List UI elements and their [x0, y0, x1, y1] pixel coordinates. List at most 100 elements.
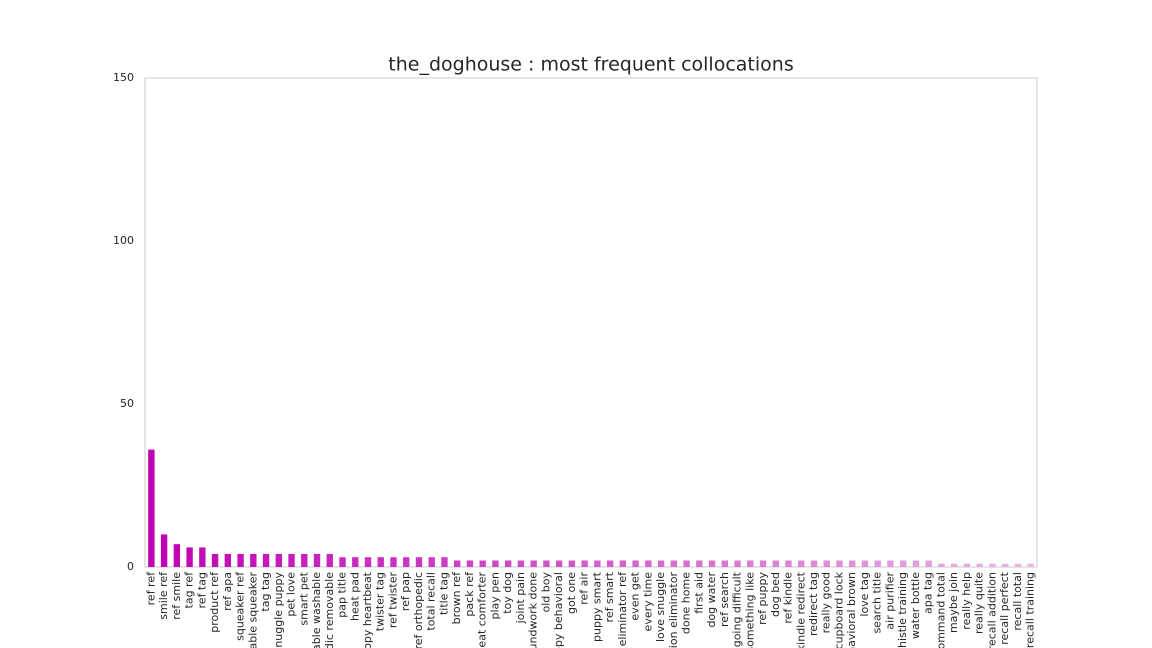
- x-tick-label: ref smart: [603, 571, 616, 622]
- bar: [772, 560, 779, 567]
- bar: [415, 557, 423, 567]
- bar: [989, 563, 996, 567]
- bar: [301, 553, 308, 567]
- x-tick-label: twister tag: [374, 572, 387, 631]
- bar: [1027, 563, 1034, 567]
- bar: [160, 534, 168, 567]
- x-tick-label: cupboard lock: [832, 571, 845, 648]
- x-tick-label: pet love: [285, 572, 298, 617]
- bar: [186, 547, 193, 567]
- x-tick-label: even get: [629, 571, 642, 620]
- bar: [874, 560, 881, 567]
- x-tick-label: recall training: [1024, 572, 1037, 648]
- x-tick-label: ref air: [578, 572, 591, 605]
- bar: [849, 560, 856, 567]
- bar: [352, 557, 359, 567]
- y-tick-label: 50: [120, 397, 134, 410]
- x-tick-label: toy dog: [501, 572, 514, 614]
- x-tick-label: going difficult: [731, 571, 744, 647]
- x-tick-label: beat comforter: [476, 572, 489, 648]
- bar: [1014, 563, 1022, 567]
- x-tick-label: command total: [934, 572, 947, 648]
- x-tick-label: kindle redirect: [794, 571, 807, 648]
- bar: [670, 560, 678, 567]
- bar: [428, 557, 435, 567]
- bar: [199, 547, 206, 567]
- x-tick-label: title tag: [437, 572, 450, 615]
- bar: [148, 449, 155, 567]
- bar: [288, 553, 295, 567]
- bar: [823, 560, 830, 567]
- bar: [976, 563, 983, 567]
- x-tick-label: snuggle puppy: [272, 572, 285, 648]
- x-tick-label: uppy heartbeat: [361, 571, 374, 648]
- bar: [504, 560, 512, 567]
- bar: [734, 560, 741, 567]
- bar: [938, 563, 945, 567]
- bar: [721, 560, 728, 567]
- bar: [912, 560, 920, 567]
- x-tick-label: tag ref: [183, 571, 196, 609]
- bar: [759, 560, 767, 567]
- bar: [606, 560, 614, 567]
- x-tick-label: able washable: [310, 572, 323, 648]
- bar: [594, 560, 601, 567]
- x-tick-label: water bottle: [909, 572, 922, 639]
- bar: [377, 557, 384, 567]
- bar: [364, 557, 372, 567]
- x-tick-label: dog water: [705, 572, 718, 628]
- bar: [810, 560, 818, 567]
- bar: [224, 553, 232, 567]
- x-tick-label: dic removable: [323, 572, 336, 648]
- bar: [555, 560, 563, 567]
- x-tick-label: puppy smart: [590, 571, 603, 642]
- bar: [950, 563, 958, 567]
- x-tick-label: ref apa: [221, 572, 234, 611]
- bar: [581, 560, 588, 567]
- bar: [466, 560, 474, 567]
- x-tick-label: squeaker ref: [234, 571, 247, 641]
- bar: [313, 553, 321, 567]
- bar: [798, 560, 805, 567]
- bar: [836, 560, 843, 567]
- x-tick-label: done home: [680, 572, 693, 634]
- y-tick-label: 100: [113, 234, 134, 247]
- x-tick-label: apa tag: [922, 572, 935, 614]
- x-tick-label: ref kindle: [782, 572, 795, 624]
- x-tick-label: recall perfect: [998, 571, 1011, 644]
- y-tick-label: 150: [113, 71, 134, 84]
- x-tick-label: eliminator ref: [616, 571, 629, 646]
- bar: [657, 560, 665, 567]
- bar: [339, 557, 346, 567]
- x-tick-label: ref twister: [386, 572, 399, 629]
- x-tick-label: pap title: [336, 572, 349, 618]
- x-tick-label: product ref: [208, 571, 221, 633]
- x-tick-label: tion eliminator: [667, 572, 680, 648]
- x-tick-label: play pen: [488, 572, 501, 620]
- x-tick-label: ppy behavioral: [552, 572, 565, 648]
- x-tick-label: dog bed: [769, 572, 782, 617]
- x-tick-label: pack ref: [463, 571, 476, 617]
- bar: [785, 560, 792, 567]
- chart-title: the_doghouse : most frequent collocation…: [388, 54, 793, 76]
- bar: [441, 557, 448, 567]
- bar: [708, 560, 716, 567]
- x-tick-label: ref puppy: [756, 572, 769, 625]
- bar: [275, 553, 282, 567]
- bar: [479, 560, 486, 567]
- x-tick-label: got one: [565, 572, 578, 614]
- bar: [250, 553, 257, 567]
- bar: [963, 563, 971, 567]
- x-tick-label: smart pet: [297, 571, 310, 625]
- bar: [861, 560, 869, 567]
- x-tick-label: air purifier: [883, 572, 896, 630]
- x-tick-label: old boy: [539, 572, 552, 613]
- x-tick-label: love tag: [858, 572, 871, 617]
- x-tick-label: redirect tag: [807, 572, 820, 636]
- x-tick-label: ref pap: [399, 572, 412, 611]
- x-tick-label: whistle training: [896, 572, 909, 648]
- bar: [403, 557, 410, 567]
- bar: [492, 560, 499, 567]
